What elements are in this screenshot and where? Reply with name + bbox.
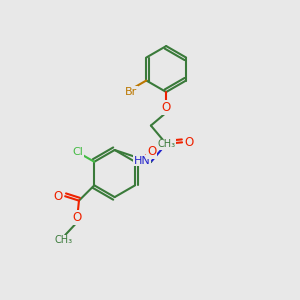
Text: Br: Br [125,87,137,97]
Text: Cl: Cl [72,147,83,157]
Text: O: O [162,101,171,114]
Text: CH₃: CH₃ [55,236,73,245]
Text: O: O [73,211,82,224]
Text: O: O [147,145,157,158]
Text: HN: HN [134,156,150,166]
Text: O: O [184,136,194,149]
Text: CH₃: CH₃ [157,140,176,149]
Text: O: O [54,190,63,203]
